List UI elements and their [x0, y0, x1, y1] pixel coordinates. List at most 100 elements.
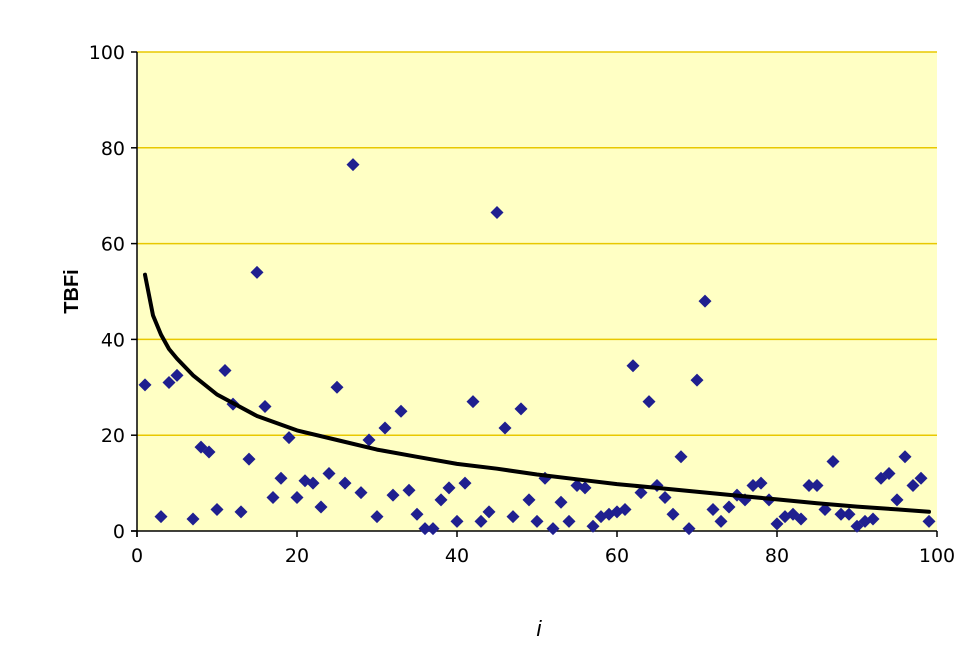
data-point-34 — [426, 522, 440, 536]
y-tick-label-80: 80 — [101, 138, 125, 160]
data-points — [138, 158, 936, 536]
data-point-67 — [690, 373, 704, 387]
trend-line-group — [143, 272, 931, 514]
data-point-14 — [266, 490, 280, 504]
data-point-49 — [546, 522, 560, 536]
data-point-70 — [714, 514, 728, 528]
data-point-89 — [866, 512, 880, 526]
data-point-82 — [810, 478, 824, 492]
data-point-42 — [490, 205, 504, 219]
data-point-71 — [722, 500, 736, 514]
data-point-12 — [250, 265, 264, 279]
data-point-80 — [794, 512, 808, 526]
data-point-59 — [626, 359, 640, 373]
data-point-17 — [290, 490, 304, 504]
data-point-84 — [826, 455, 840, 469]
data-point-37 — [450, 514, 464, 528]
data-point-64 — [666, 507, 680, 521]
data-point-11 — [242, 452, 256, 466]
data-point-30 — [394, 404, 408, 418]
data-point-22 — [330, 380, 344, 394]
data-point-43 — [498, 421, 512, 435]
data-point-31 — [402, 483, 416, 497]
plot-area — [137, 52, 937, 531]
x-tick-label-0: 0 — [131, 545, 143, 567]
data-point-54 — [586, 519, 600, 533]
data-point-1 — [154, 510, 168, 524]
y-tick-label-60: 60 — [101, 234, 125, 256]
data-point-25 — [354, 486, 368, 500]
data-point-19 — [306, 476, 320, 490]
data-point-92 — [890, 493, 904, 507]
data-point-77 — [770, 517, 784, 531]
data-point-46 — [522, 493, 536, 507]
data-point-83 — [818, 502, 832, 516]
y-tick-label-100: 100 — [89, 42, 125, 64]
data-point-39 — [466, 395, 480, 409]
data-point-33 — [418, 522, 432, 536]
data-point-68 — [698, 294, 712, 308]
data-point-63 — [658, 490, 672, 504]
data-point-94 — [906, 478, 920, 492]
data-point-38 — [458, 476, 472, 490]
data-point-21 — [322, 467, 336, 481]
data-point-4 — [186, 512, 200, 526]
data-point-13 — [258, 399, 272, 413]
x-tick-label-80: 80 — [765, 545, 789, 567]
data-point-51 — [562, 514, 576, 528]
data-point-27 — [370, 510, 384, 524]
data-point-2 — [162, 376, 176, 390]
data-point-15 — [274, 471, 288, 485]
data-point-26 — [362, 433, 376, 447]
data-point-8 — [218, 364, 232, 378]
data-point-40 — [474, 514, 488, 528]
axes — [131, 51, 938, 537]
data-point-7 — [210, 502, 224, 516]
data-point-6 — [202, 445, 216, 459]
x-axis-title: i — [537, 616, 543, 641]
data-point-3 — [170, 368, 184, 382]
data-point-66 — [682, 522, 696, 536]
data-point-44 — [506, 510, 520, 524]
y-axis-title: TBFi — [61, 269, 83, 313]
data-point-47 — [530, 514, 544, 528]
y-tick-label-0: 0 — [113, 521, 125, 543]
data-point-35 — [434, 493, 448, 507]
data-point-32 — [410, 507, 424, 521]
data-point-93 — [898, 450, 912, 464]
data-point-85 — [834, 507, 848, 521]
trend-line — [143, 272, 931, 514]
y-tick-label-40: 40 — [101, 329, 125, 351]
data-point-95 — [914, 471, 928, 485]
tick-labels: 0 20 40 60 80 100 0 20 40 60 80 100 — [89, 42, 955, 567]
x-tick-label-60: 60 — [605, 545, 629, 567]
data-point-24 — [346, 158, 360, 172]
data-point-86 — [842, 507, 856, 521]
data-point-29 — [386, 488, 400, 502]
data-point-50 — [554, 495, 568, 509]
data-point-75 — [754, 476, 768, 490]
data-point-81 — [802, 478, 816, 492]
x-tick-label-20: 20 — [285, 545, 309, 567]
x-tick-label-40: 40 — [445, 545, 469, 567]
data-point-28 — [378, 421, 392, 435]
data-point-53 — [578, 481, 592, 495]
data-point-20 — [314, 500, 328, 514]
data-point-61 — [642, 395, 656, 409]
x-tick-label-100: 100 — [919, 545, 955, 567]
data-point-10 — [234, 505, 248, 519]
data-point-65 — [674, 450, 688, 464]
data-point-41 — [482, 505, 496, 519]
data-point-60 — [634, 486, 648, 500]
data-point-91 — [882, 467, 896, 481]
data-point-45 — [514, 402, 528, 416]
data-point-36 — [442, 481, 456, 495]
data-point-96 — [922, 514, 936, 528]
data-point-16 — [282, 431, 296, 445]
data-point-23 — [338, 476, 352, 490]
data-point-58 — [618, 502, 632, 516]
y-tick-label-20: 20 — [101, 425, 125, 447]
data-point-0 — [138, 378, 152, 392]
